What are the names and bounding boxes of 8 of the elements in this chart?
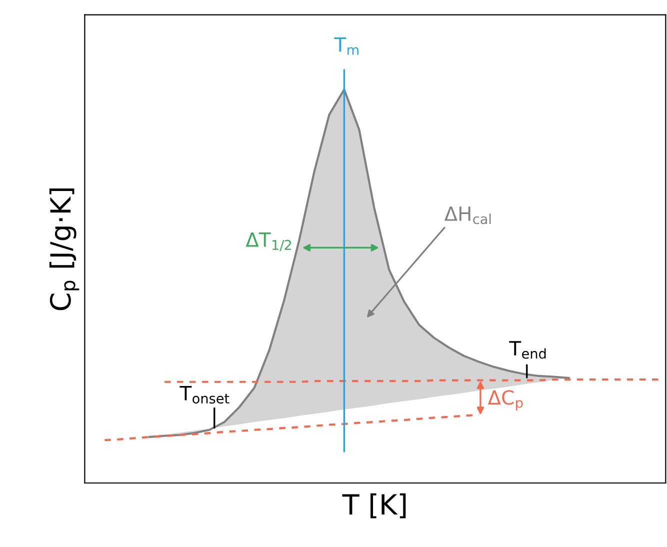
annotation: ΔT$_{1/2}$: [246, 232, 292, 252]
x-axis-title: T [K]: [342, 493, 406, 518]
text: T$_{m}$: [334, 37, 358, 55]
annotation: ΔC$_{p}$: [488, 390, 523, 411]
annotation: T$_{onset}$: [180, 386, 230, 404]
annotation: T$_{end}$: [509, 341, 546, 359]
y-axis-title: C$_{p}$ [J/g·K]: [49, 188, 80, 310]
annotation: ΔH$_{cal}$: [444, 206, 491, 224]
